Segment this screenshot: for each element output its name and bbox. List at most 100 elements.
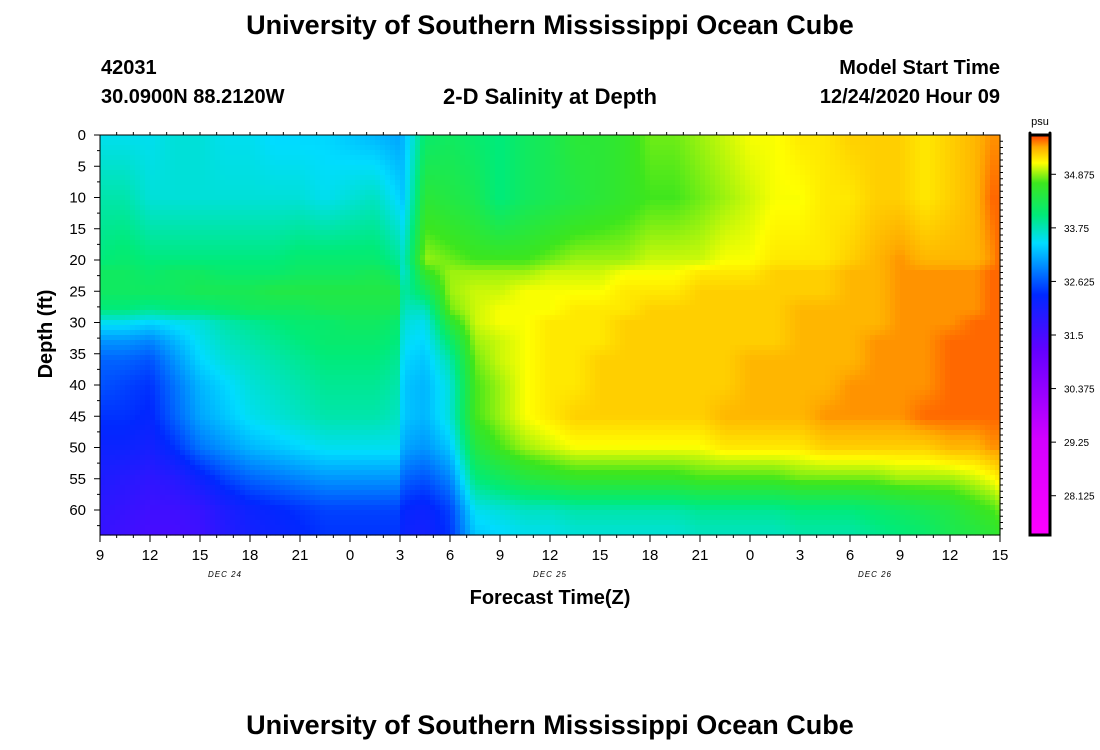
heatmap-cell: [220, 440, 226, 446]
heatmap-cell: [145, 480, 151, 486]
heatmap-cell: [150, 510, 156, 516]
heatmap-cell: [215, 310, 221, 316]
heatmap-cell: [290, 445, 296, 451]
heatmap-cell: [340, 335, 346, 341]
heatmap-cell: [165, 285, 171, 291]
heatmap-cell: [260, 335, 266, 341]
heatmap-cell: [130, 320, 136, 326]
heatmap-cell: [120, 460, 126, 466]
heatmap-cell: [240, 395, 246, 401]
heatmap-cell: [200, 285, 206, 291]
heatmap-cell: [255, 470, 261, 476]
heatmap-cell: [160, 500, 166, 506]
heatmap-cell: [250, 335, 256, 341]
heatmap-cell: [255, 265, 261, 271]
heatmap-cell: [230, 380, 236, 386]
heatmap-cell: [240, 505, 246, 511]
heatmap-cell: [325, 515, 331, 521]
heatmap-cell: [310, 500, 316, 506]
heatmap-cell: [175, 485, 181, 491]
heatmap-cell: [170, 185, 176, 191]
heatmap-cell: [155, 265, 161, 271]
heatmap-cell: [145, 235, 151, 241]
heatmap-cell: [280, 525, 286, 531]
heatmap-cell: [295, 185, 301, 191]
heatmap-cell: [235, 465, 241, 471]
heatmap-cell: [100, 260, 106, 266]
heatmap-cell: [275, 505, 281, 511]
heatmap-cell: [355, 390, 361, 396]
heatmap-cell: [120, 455, 126, 461]
heatmap-cell: [410, 245, 416, 251]
heatmap-cell: [345, 165, 351, 171]
heatmap-cell: [400, 405, 406, 411]
heatmap-cell: [115, 155, 121, 161]
heatmap-cell: [130, 305, 136, 311]
heatmap-cell: [215, 410, 221, 416]
heatmap-cell: [255, 320, 261, 326]
heatmap-cell: [280, 375, 286, 381]
heatmap-cell: [280, 165, 286, 171]
heatmap-cell: [270, 145, 276, 151]
heatmap-cell: [180, 350, 186, 356]
heatmap-cell: [110, 230, 116, 236]
heatmap-cell: [345, 325, 351, 331]
heatmap-cell: [165, 505, 171, 511]
heatmap-cell: [305, 480, 311, 486]
heatmap-cell: [405, 240, 411, 246]
heatmap-cell: [225, 180, 231, 186]
heatmap-cell: [210, 300, 216, 306]
heatmap-cell: [345, 485, 351, 491]
heatmap-cell: [355, 450, 361, 456]
heatmap-cell: [175, 370, 181, 376]
heatmap-cell: [195, 485, 201, 491]
heatmap-cell: [220, 215, 226, 221]
heatmap-cell: [365, 260, 371, 266]
heatmap-cell: [185, 280, 191, 286]
heatmap-cell: [320, 520, 326, 526]
heatmap-cell: [150, 140, 156, 146]
heatmap-cell: [345, 195, 351, 201]
heatmap-cell: [205, 180, 211, 186]
heatmap-cell: [210, 155, 216, 161]
heatmap-cell: [210, 290, 216, 296]
heatmap-cell: [170, 235, 176, 241]
heatmap-cell: [100, 435, 106, 441]
heatmap-cell: [295, 450, 301, 456]
heatmap-cell: [165, 515, 171, 521]
heatmap-cell: [390, 190, 396, 196]
heatmap-cell: [180, 195, 186, 201]
heatmap-cell: [130, 245, 136, 251]
heatmap-cell: [135, 275, 141, 281]
heatmap-cell: [250, 370, 256, 376]
heatmap-cell: [405, 225, 411, 231]
heatmap-cell: [110, 300, 116, 306]
heatmap-cell: [185, 205, 191, 211]
heatmap-cell: [250, 330, 256, 336]
heatmap-cell: [325, 375, 331, 381]
heatmap-cell: [185, 475, 191, 481]
heatmap-cell: [195, 435, 201, 441]
heatmap-cell: [240, 370, 246, 376]
heatmap-cell: [300, 430, 306, 436]
heatmap-cell: [150, 220, 156, 226]
heatmap-cell: [350, 185, 356, 191]
heatmap-cell: [400, 215, 406, 221]
heatmap-cell: [355, 250, 361, 256]
heatmap-cell: [365, 500, 371, 506]
heatmap-cell: [220, 230, 226, 236]
heatmap-cell: [335, 180, 341, 186]
heatmap-cell: [275, 525, 281, 531]
heatmap-cell: [115, 215, 121, 221]
heatmap-cell: [300, 435, 306, 441]
heatmap-cell: [355, 500, 361, 506]
heatmap-cell: [335, 455, 341, 461]
heatmap-cell: [265, 460, 271, 466]
heatmap-cell: [350, 255, 356, 261]
heatmap-cell: [335, 135, 341, 141]
heatmap-cell: [340, 240, 346, 246]
heatmap-cell: [155, 445, 161, 451]
heatmap-cell: [205, 220, 211, 226]
heatmap-cell: [315, 365, 321, 371]
heatmap-cell: [375, 445, 381, 451]
